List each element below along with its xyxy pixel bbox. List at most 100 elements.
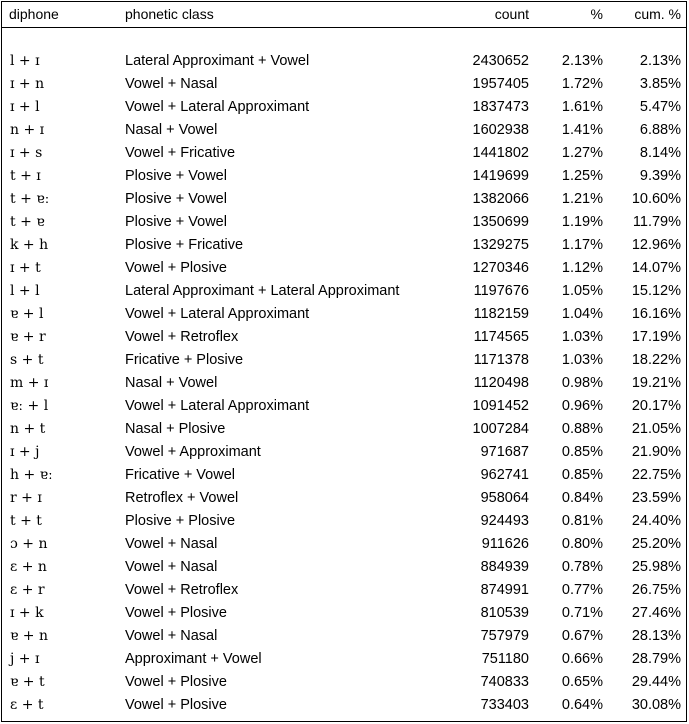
header-phonetic-class: phonetic class <box>125 5 214 22</box>
table-row: ɪ + n Vowel + Nasal 1957405 1.72% 3.85% <box>1 72 687 95</box>
cell-cumulative-percent: 8.14% <box>639 144 681 161</box>
cell-percent: 1.05% <box>561 282 603 299</box>
cell-phonetic-class: Vowel + Lateral Approximant <box>125 98 310 115</box>
table-row: j + ɪ Approximant + Vowel 751180 0.66% 28.79… <box>1 647 687 670</box>
cell-count: 924493 <box>480 512 529 529</box>
table-row: k + h Plosive + Fricative 1329275 1.17% 12.9… <box>1 233 687 256</box>
table-row: n + t Nasal + Plosive 1007284 0.88% 21.05% <box>1 417 687 440</box>
cell-percent: 0.80% <box>561 535 603 552</box>
cell-diphone: ɛ + t <box>10 696 44 713</box>
cell-percent: 0.67% <box>561 627 603 644</box>
header-cumulative-percent: cum. % <box>634 5 681 22</box>
cell-count: 810539 <box>480 604 529 621</box>
cell-diphone: ɪ + j <box>10 443 40 460</box>
cell-phonetic-class: Vowel + Lateral Approximant <box>125 397 310 414</box>
table-row: t + ɪ Plosive + Vowel 1419699 1.25% 9.39% <box>1 164 687 187</box>
cell-cumulative-percent: 3.85% <box>639 75 681 92</box>
cell-cumulative-percent: 18.22% <box>631 351 681 368</box>
cell-count: 1957405 <box>472 75 529 92</box>
cell-cumulative-percent: 11.79% <box>632 213 681 230</box>
cell-phonetic-class: Vowel + Nasal <box>125 627 218 644</box>
cell-phonetic-class: Approximant + Vowel <box>125 650 262 667</box>
table-row: ɐ + t Vowel + Plosive 740833 0.65% 29.44% <box>1 670 687 693</box>
cell-count: 884939 <box>480 558 529 575</box>
table-row: ɛ + n Vowel + Nasal 884939 0.78% 25.98% <box>1 555 687 578</box>
cell-count: 1182159 <box>473 305 529 322</box>
table-row: t + t Plosive + Plosive 924493 0.81% 24.40% <box>1 509 687 532</box>
cell-phonetic-class: Vowel + Lateral Approximant <box>125 305 310 322</box>
cell-count: 1602938 <box>472 121 529 138</box>
cell-count: 911626 <box>481 535 529 552</box>
table-row: ɛ + r Vowel + Retroflex 874991 0.77% 26.75% <box>1 578 687 601</box>
cell-percent: 1.27% <box>561 144 603 161</box>
cell-cumulative-percent: 5.47% <box>639 98 681 115</box>
table-row: m + ɪ Nasal + Vowel 1120498 0.98% 19.21% <box>1 371 687 394</box>
cell-phonetic-class: Plosive + Vowel <box>125 190 227 207</box>
cell-diphone: ɐ + l <box>10 305 44 322</box>
cell-percent: 1.41% <box>561 121 603 138</box>
table-row: ɪ + l Vowel + Lateral Approximant 1837473 1… <box>1 95 687 118</box>
cell-percent: 0.84% <box>561 489 603 506</box>
header-diphone: diphone <box>9 5 59 22</box>
cell-count: 1007284 <box>472 420 529 437</box>
cell-count: 1441802 <box>472 144 529 161</box>
cell-cumulative-percent: 28.13% <box>631 627 681 644</box>
cell-percent: 1.61% <box>561 98 603 115</box>
cell-phonetic-class: Plosive + Plosive <box>125 512 236 529</box>
cell-phonetic-class: Nasal + Vowel <box>125 374 218 391</box>
table-row: ɪ + t Vowel + Plosive 1270346 1.12% 14.07% <box>1 256 687 279</box>
cell-percent: 0.96% <box>561 397 603 414</box>
cell-percent: 0.64% <box>561 696 603 713</box>
cell-count: 2430652 <box>472 52 529 69</box>
cell-phonetic-class: Vowel + Plosive <box>125 696 227 713</box>
cell-diphone: t + ɐː <box>10 190 50 207</box>
header-count: count <box>494 5 529 22</box>
cell-count: 1197676 <box>473 282 529 299</box>
cell-phonetic-class: Vowel + Retroflex <box>125 581 239 598</box>
cell-cumulative-percent: 24.40% <box>631 512 681 529</box>
cell-phonetic-class: Nasal + Plosive <box>125 420 226 437</box>
cell-percent: 0.65% <box>561 673 603 690</box>
table-body: l + ɪ Lateral Approximant + Vowel 2430652 2… <box>1 27 687 716</box>
cell-phonetic-class: Retroflex + Vowel <box>125 489 239 506</box>
cell-count: 1837473 <box>472 98 529 115</box>
cell-cumulative-percent: 29.44% <box>631 673 681 690</box>
cell-diphone: ɐ + r <box>10 328 46 345</box>
cell-cumulative-percent: 26.75% <box>631 581 681 598</box>
cell-percent: 0.78% <box>561 558 603 575</box>
table-row: s + t Fricative + Plosive 1171378 1.03% 18.2… <box>1 348 687 371</box>
cell-count: 874991 <box>480 581 529 598</box>
cell-phonetic-class: Vowel + Fricative <box>125 144 236 161</box>
cell-cumulative-percent: 25.20% <box>631 535 681 552</box>
table-row: ɪ + s Vowel + Fricative 1441802 1.27% 8.14% <box>1 141 687 164</box>
cell-percent: 1.21% <box>561 190 603 207</box>
cell-percent: 1.19% <box>561 213 603 230</box>
table-row: ɛ + t Vowel + Plosive 733403 0.64% 30.08% <box>1 693 687 716</box>
cell-cumulative-percent: 14.07% <box>631 259 681 276</box>
cell-diphone: t + ɪ <box>10 167 41 184</box>
cell-diphone: ɪ + t <box>10 259 41 276</box>
table-row: ɐ + r Vowel + Retroflex 1174565 1.03% 17.19% <box>1 325 687 348</box>
cell-diphone: t + t <box>10 512 42 529</box>
cell-cumulative-percent: 10.60% <box>631 190 681 207</box>
cell-cumulative-percent: 25.98% <box>631 558 681 575</box>
cell-count: 1120498 <box>473 374 529 391</box>
cell-diphone: ɔ + n <box>10 535 48 552</box>
table-row: ɐ + l Vowel + Lateral Approximant 1182159 1… <box>1 302 687 325</box>
table-row: ɪ + k Vowel + Plosive 810539 0.71% 27.46% <box>1 601 687 624</box>
cell-percent: 0.81% <box>561 512 603 529</box>
cell-cumulative-percent: 22.75% <box>631 466 681 483</box>
cell-diphone: n + ɪ <box>10 121 45 138</box>
cell-percent: 1.03% <box>561 328 603 345</box>
cell-cumulative-percent: 9.39% <box>639 167 681 184</box>
cell-phonetic-class: Vowel + Nasal <box>125 558 218 575</box>
cell-count: 958064 <box>480 489 529 506</box>
cell-phonetic-class: Fricative + Plosive <box>125 351 244 368</box>
cell-percent: 0.85% <box>561 466 603 483</box>
table-row: t + ɐ Plosive + Vowel 1350699 1.19% 11.79% <box>1 210 687 233</box>
cell-diphone: ɪ + n <box>10 75 45 92</box>
cell-count: 1270346 <box>472 259 529 276</box>
cell-cumulative-percent: 19.21% <box>631 374 681 391</box>
cell-cumulative-percent: 30.08% <box>631 696 681 713</box>
